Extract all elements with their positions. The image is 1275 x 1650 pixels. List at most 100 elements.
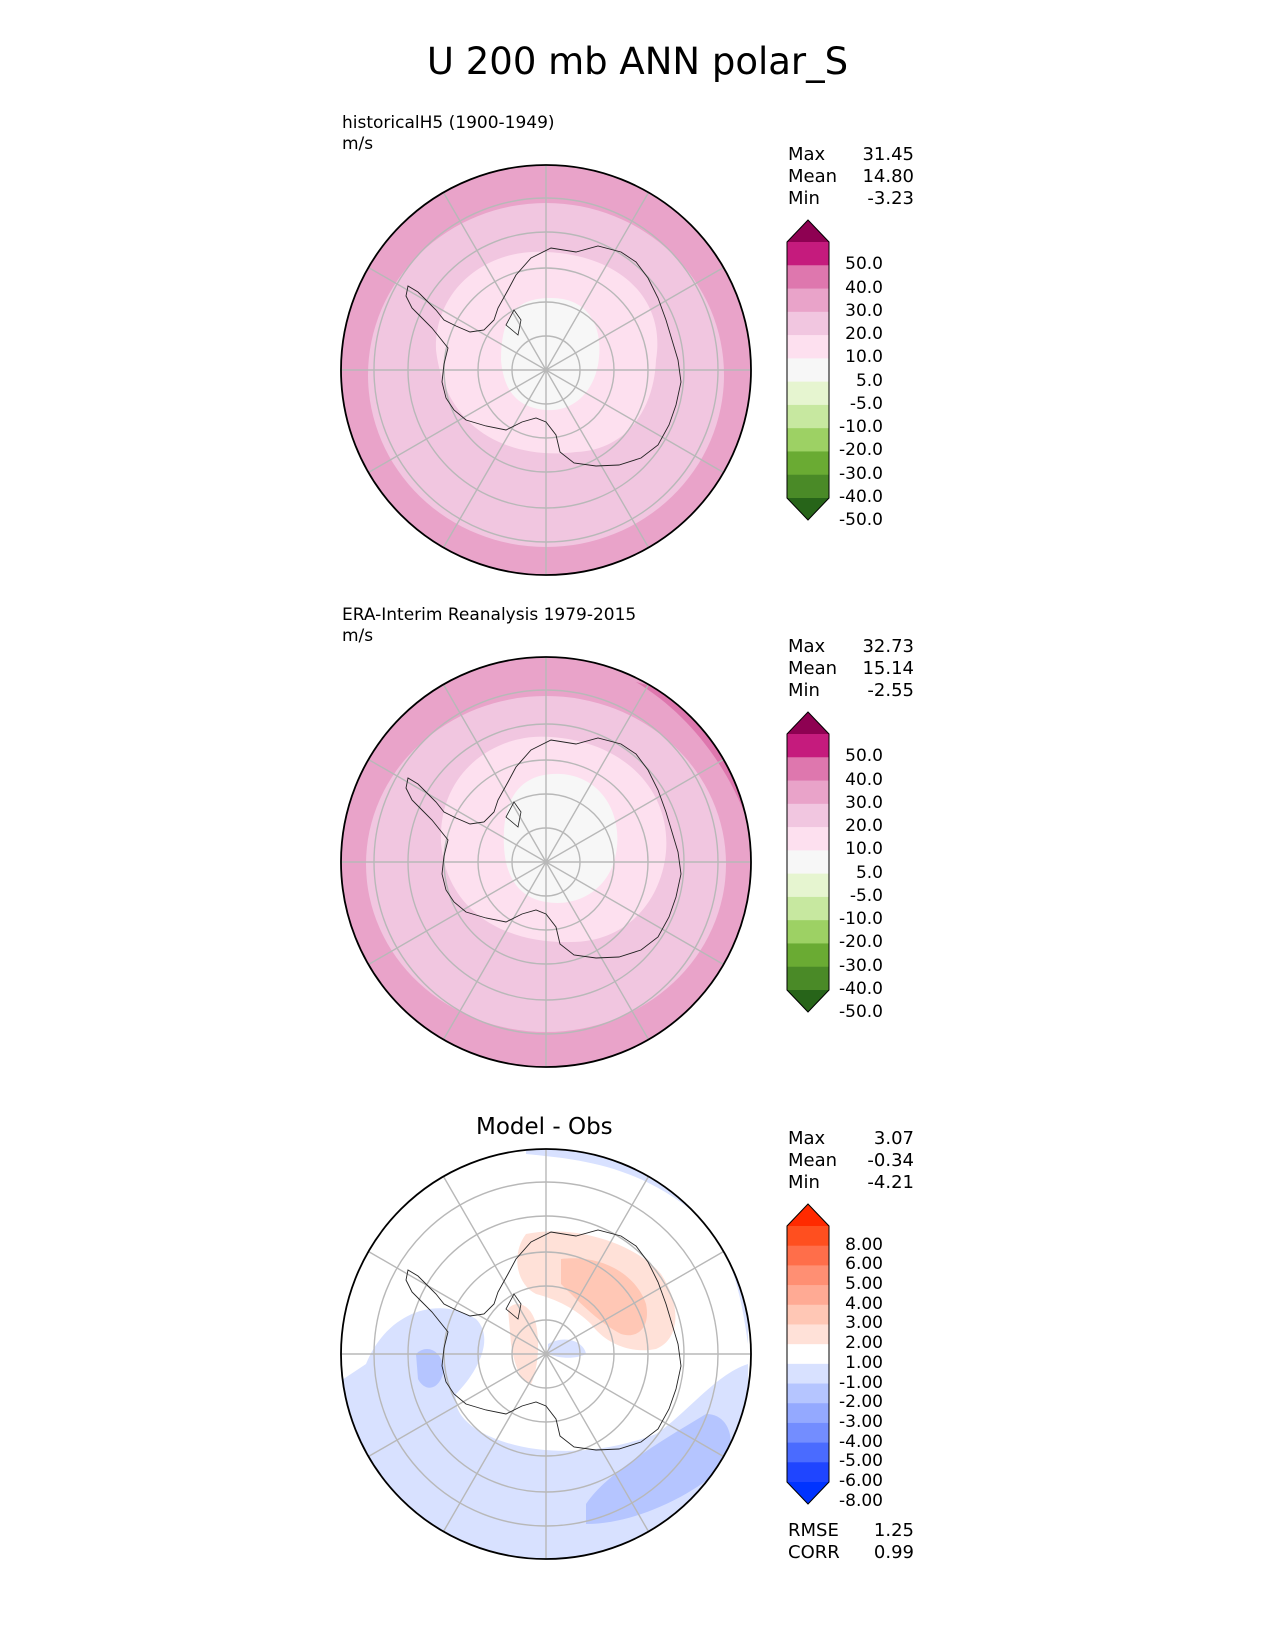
- colorbar-extend-top: [787, 220, 829, 242]
- colorbar-tick-label: 3.00: [845, 1313, 883, 1334]
- colorbar-tick-label: -20.0: [839, 932, 883, 953]
- colorbar-tick-label: 4.00: [845, 1293, 883, 1314]
- meridian-line: [442, 684, 650, 1040]
- colorbar-tick-label: 20.0: [845, 816, 883, 837]
- colorbar-tick-label: -40.0: [839, 979, 883, 999]
- colorbar-segment: [787, 265, 829, 290]
- colorbar-tick-label: 20.0: [845, 324, 883, 345]
- stat-row: Max 3.07: [788, 1128, 914, 1150]
- panel-2-title: ERA-Interim Reanalysis 1979-2015 m/s: [342, 605, 636, 647]
- colorbar-segment: [787, 943, 829, 968]
- stat-value: 1.25: [873, 1520, 914, 1541]
- stat-row: Min -2.55: [788, 680, 914, 702]
- colorbar-tick-label: -50.0: [839, 1002, 883, 1023]
- colorbar-extend-top: [787, 712, 829, 734]
- stat-label: Max: [788, 636, 826, 657]
- colorbar-segment: [787, 1403, 829, 1424]
- colorbar-segment: [787, 1245, 829, 1266]
- stat-value: 14.80: [862, 166, 914, 187]
- stat-row: CORR 0.99: [788, 1542, 914, 1564]
- colorbar-segment: [787, 1442, 829, 1463]
- colorbar-tick-label: 5.00: [845, 1274, 883, 1295]
- stat-value: 0.99: [873, 1542, 914, 1563]
- stat-label: Mean: [788, 1150, 838, 1171]
- panel-2-stats: Max 32.73 Mean 15.14 Min -2.55: [788, 636, 914, 702]
- colorbar-segment: [787, 1226, 829, 1247]
- colorbar-tick-label: -4.00: [839, 1431, 883, 1452]
- panel-3-colorbar: [786, 1203, 830, 1505]
- colorbar-segment: [787, 381, 829, 406]
- colorbar-segment: [787, 404, 829, 429]
- stat-row: Mean -0.34: [788, 1150, 914, 1172]
- panel-1-colorbar: [786, 219, 830, 521]
- stat-label: Mean: [788, 166, 838, 187]
- stat-label: CORR: [788, 1542, 840, 1563]
- antarctica-coastline: [405, 1229, 682, 1451]
- colorbar-tick-label: -10.0: [839, 417, 883, 438]
- stat-row: Min -4.21: [788, 1172, 914, 1194]
- colorbar-tick-label: -40.0: [839, 487, 883, 507]
- stat-row: Min -3.23: [788, 188, 914, 210]
- colorbar-tick-label: 5.0: [855, 862, 883, 883]
- colorbar-tick-label: 50.0: [845, 746, 883, 767]
- stat-label: Min: [788, 1172, 820, 1193]
- positive-region-core: [561, 1258, 647, 1336]
- colorbar-tick-label: -20.0: [839, 440, 883, 461]
- panel-1-name: historicalH5 (1900-1949): [342, 113, 555, 133]
- colorbar-tick-label: 40.0: [845, 277, 883, 298]
- negative-region-centre: [548, 1339, 586, 1358]
- colorbar-tick-label: 50.0: [845, 254, 883, 275]
- colorbar-segment: [787, 896, 829, 921]
- colorbar-segment: [787, 827, 829, 851]
- stat-value: 32.73: [862, 636, 914, 657]
- colorbar-segment: [787, 780, 829, 805]
- colorbar-tick-label: -8.00: [839, 1490, 883, 1511]
- graticule: [341, 1149, 751, 1559]
- stat-value: -0.34: [867, 1150, 914, 1171]
- colorbar-segment: [787, 873, 829, 898]
- colorbar-extend-bottom: [787, 990, 829, 1012]
- colorbar-segment: [787, 311, 829, 336]
- stat-label: Max: [788, 144, 826, 165]
- colorbar-tick-label: -1.00: [839, 1372, 883, 1393]
- graticule: [341, 165, 751, 575]
- colorbar-segment: [787, 1304, 829, 1325]
- stat-value: 15.14: [862, 658, 914, 679]
- negative-region-core-west: [416, 1349, 444, 1388]
- colorbar-tick-label: -5.0: [849, 885, 883, 906]
- colorbar-segment: [787, 1363, 829, 1385]
- colorbar-segment: [787, 428, 829, 452]
- panel-1-units: m/s: [342, 134, 374, 154]
- map-boundary: [340, 164, 752, 576]
- stat-label: Max: [788, 1128, 826, 1149]
- meridian-line: [442, 1176, 650, 1532]
- colorbar-tick-label: -2.00: [839, 1392, 883, 1413]
- colorbar-tick-label: 30.0: [845, 300, 883, 321]
- colorbar-tick-label: 6.00: [845, 1254, 883, 1275]
- stat-value: 31.45: [862, 144, 914, 165]
- colorbar-segment: [787, 850, 829, 875]
- ice-shelf-outline: [505, 309, 522, 336]
- stat-value: 3.07: [873, 1128, 914, 1149]
- colorbar-tick-label: -30.0: [839, 463, 883, 484]
- colorbar-tick-label: -30.0: [839, 955, 883, 976]
- panel-2-colorbar: [786, 711, 830, 1013]
- figure-title: U 200 mb ANN polar_S: [426, 40, 849, 83]
- colorbar-segment: [787, 757, 829, 782]
- colorbar-segment: [787, 335, 829, 359]
- colorbar-segment: [787, 966, 829, 991]
- antarctica-coastline: [405, 737, 682, 959]
- panel-1-stats: Max 31.45 Mean 14.80 Min -3.23: [788, 144, 914, 210]
- colorbar-tick-label: -6.00: [839, 1471, 883, 1491]
- colorbar-tick-label: 2.00: [845, 1333, 883, 1354]
- stat-row: Max 32.73: [788, 636, 914, 658]
- colorbar-extend-bottom: [787, 498, 829, 520]
- panel-1-title: historicalH5 (1900-1949) m/s: [342, 113, 555, 155]
- colorbar-segment: [787, 242, 829, 266]
- stat-row: Mean 14.80: [788, 166, 914, 188]
- colorbar-segment: [787, 1344, 829, 1365]
- colorbar-extend-top: [787, 1204, 829, 1226]
- meridian-line: [442, 192, 650, 548]
- map-boundary: [340, 1148, 752, 1560]
- panel-3-polar-map: [340, 1148, 752, 1560]
